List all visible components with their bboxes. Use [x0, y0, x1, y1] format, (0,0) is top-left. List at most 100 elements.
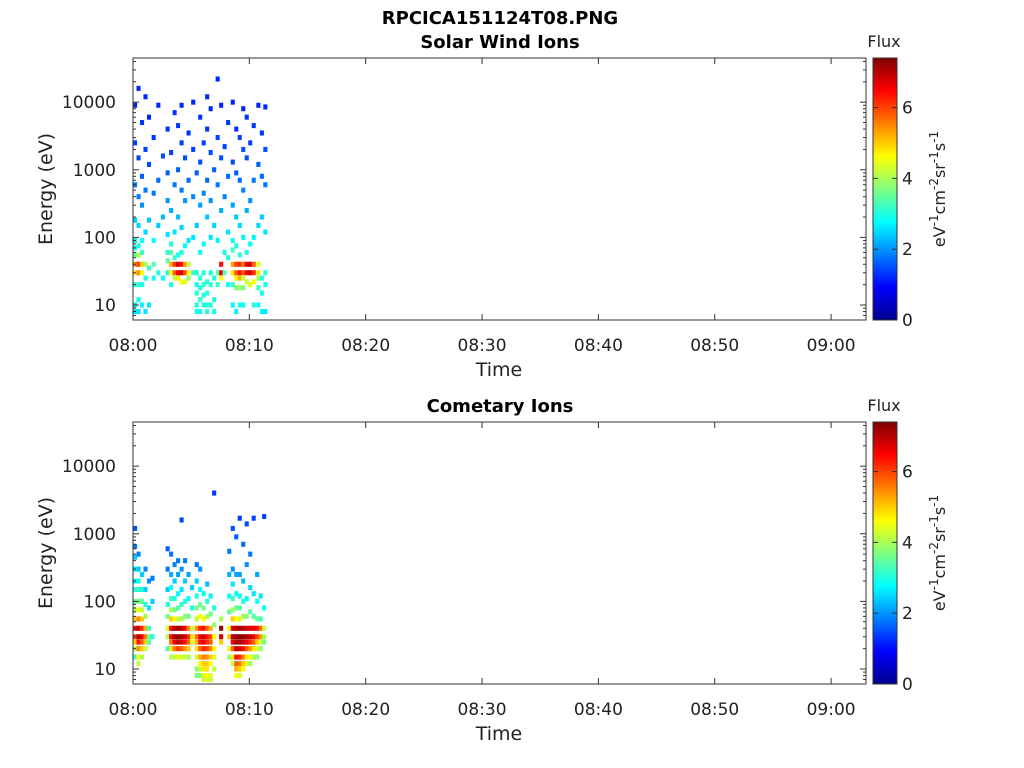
- x-tick-label: 08:20: [341, 700, 390, 720]
- x-tick-label: 09:00: [807, 336, 856, 356]
- heatmap-cell: [244, 654, 249, 660]
- heatmap-cell: [256, 161, 261, 167]
- heatmap-cell: [194, 673, 199, 679]
- heatmap-cell: [208, 673, 213, 679]
- figure-title: RPCICA151124T08.PNG: [382, 8, 618, 29]
- heatmap-cell: [172, 639, 177, 645]
- heatmap-cell: [172, 596, 177, 602]
- heatmap-cell: [251, 261, 256, 267]
- heatmap-cell: [179, 586, 184, 593]
- heatmap-cell: [165, 270, 170, 276]
- heatmap-cell: [251, 302, 256, 308]
- heatmap-cell: [248, 625, 253, 631]
- heatmap-cell: [226, 119, 231, 126]
- heatmap-cell: [263, 182, 268, 188]
- heatmap-cell: [234, 170, 239, 176]
- heatmap-cell: [244, 114, 249, 120]
- heatmap-cell: [191, 99, 196, 105]
- heatmap-cell: [230, 625, 235, 631]
- heatmap-cell: [179, 279, 184, 285]
- heatmap-cell: [237, 134, 242, 141]
- heatmap-cell: [215, 282, 220, 288]
- heatmap-cell: [248, 282, 253, 288]
- heatmap-cell: [230, 302, 235, 308]
- heatmap-cell: [208, 639, 213, 645]
- heatmap-cell: [244, 207, 249, 214]
- heatmap-cell: [208, 234, 213, 240]
- heatmap-cell: [251, 234, 256, 240]
- heatmap-cell: [262, 639, 267, 645]
- heatmap-cell: [219, 275, 224, 281]
- y-tick-label: 10: [94, 660, 116, 680]
- heatmap-cell: [172, 261, 177, 267]
- heatmap-cell: [258, 593, 263, 599]
- heatmap-cell: [237, 571, 242, 578]
- heatmap-cell: [156, 222, 161, 229]
- heatmap-cell: [194, 605, 199, 611]
- heatmap-cell: [165, 198, 170, 204]
- heatmap-cell: [143, 639, 148, 645]
- heatmap-cell: [215, 270, 220, 276]
- heatmap-cell: [251, 625, 256, 631]
- heatmap-cell: [237, 270, 242, 276]
- heatmap-cell: [139, 654, 145, 660]
- heatmap-cell: [205, 177, 210, 183]
- unit-base: s: [930, 143, 949, 151]
- heatmap-cell: [262, 634, 267, 640]
- heatmap-cell: [172, 275, 177, 281]
- y-tick-label: 10000: [62, 93, 116, 113]
- heatmap-cell: [201, 292, 206, 298]
- heatmap-cell: [139, 571, 145, 578]
- heatmap-cell: [248, 270, 253, 276]
- heatmap-cell: [230, 634, 235, 640]
- heatmap-cell: [259, 275, 264, 281]
- heatmap-cell: [143, 601, 148, 608]
- heatmap-cell: [241, 613, 246, 619]
- heatmap-cell: [208, 282, 213, 288]
- heatmap-cell: [179, 566, 184, 572]
- heatmap-cell: [190, 625, 195, 631]
- heatmap-cell: [219, 639, 224, 645]
- panel-1-colorbar-ticks: 0 2 4 6: [873, 99, 913, 331]
- heatmap-cell: [198, 249, 203, 255]
- colorbar-tick-label: 2: [902, 604, 913, 624]
- heatmap-cell: [183, 279, 188, 285]
- heatmap-cell: [179, 187, 184, 193]
- heatmap-cell: [194, 639, 199, 645]
- heatmap-cell: [136, 270, 141, 276]
- heatmap-cell: [136, 634, 141, 640]
- x-tick-label: 08:00: [109, 700, 158, 720]
- heatmap-cell: [136, 222, 141, 229]
- heatmap-cell: [230, 99, 235, 105]
- heatmap-cell: [205, 302, 210, 308]
- heatmap-cell: [241, 598, 246, 604]
- heatmap-cell: [230, 282, 235, 288]
- heatmap-cell: [198, 646, 203, 652]
- heatmap-cell: [143, 146, 148, 152]
- heatmap-cell: [194, 170, 199, 176]
- heatmap-cell: [136, 155, 141, 161]
- heatmap-cell: [176, 634, 181, 640]
- heatmap-cell: [198, 601, 203, 608]
- heatmap-cell: [169, 261, 174, 267]
- heatmap-cell: [133, 543, 138, 549]
- heatmap-cell: [248, 661, 253, 667]
- heatmap-cell: [230, 270, 235, 276]
- heatmap-cell: [146, 161, 152, 167]
- heatmap-cell: [205, 673, 210, 679]
- heatmap-cell: [136, 243, 141, 249]
- heatmap-cell: [258, 616, 263, 622]
- heatmap-cell: [176, 616, 181, 622]
- heatmap-cell: [244, 634, 249, 640]
- heatmap-cell: [244, 279, 249, 285]
- panel-1-colorbar-title: Flux: [867, 32, 900, 51]
- heatmap-cell: [133, 586, 138, 593]
- heatmap-cell: [165, 232, 170, 238]
- heatmap-cell: [198, 673, 203, 679]
- panel-2-colorbar-ticks: 0 2 4 6: [873, 463, 913, 695]
- heatmap-cell: [237, 639, 242, 645]
- heatmap-cell: [205, 676, 210, 682]
- heatmap-cell: [176, 646, 181, 652]
- heatmap-cell: [190, 585, 195, 591]
- heatmap-cell: [143, 261, 148, 267]
